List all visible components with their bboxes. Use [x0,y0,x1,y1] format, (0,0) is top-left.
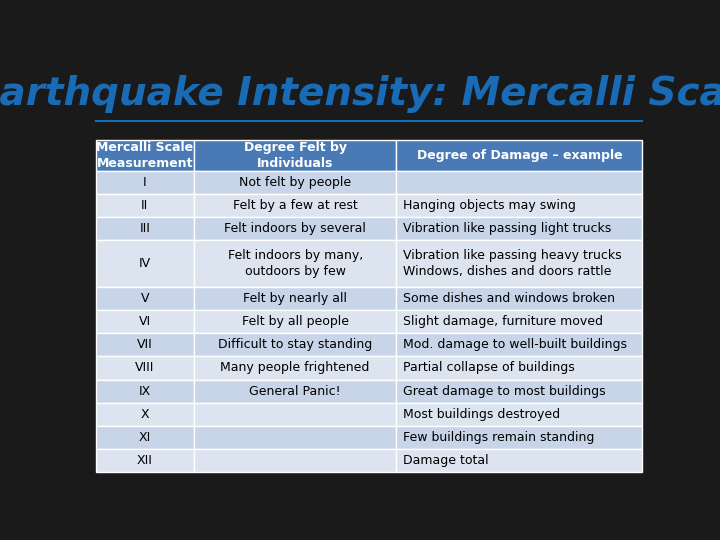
Bar [96,449,194,472]
Text: Earthquake Intensity: Mercalli Scale: Earthquake Intensity: Mercalli Scale [0,75,720,113]
Text: Most buildings destroyed: Most buildings destroyed [403,408,560,421]
Text: Vibration like passing heavy trucks
Windows, dishes and doors rattle: Vibration like passing heavy trucks Wind… [403,249,621,278]
Text: Difficult to stay standing: Difficult to stay standing [218,338,372,351]
Bar [396,171,642,194]
Text: Many people frightened: Many people frightened [220,361,370,374]
Bar [194,356,396,380]
Text: III: III [140,222,150,235]
Text: V: V [140,292,149,305]
Bar [194,287,396,310]
Bar [96,403,194,426]
Text: Felt by nearly all: Felt by nearly all [243,292,347,305]
Text: Partial collapse of buildings: Partial collapse of buildings [403,361,575,374]
Bar [96,356,194,380]
Text: Felt indoors by many,
outdoors by few: Felt indoors by many, outdoors by few [228,249,363,278]
Bar [96,287,194,310]
Text: General Panic!: General Panic! [249,384,341,397]
Text: Vibration like passing light trucks: Vibration like passing light trucks [403,222,611,235]
Bar [396,240,642,287]
Bar [96,240,194,287]
Text: I: I [143,176,147,189]
Text: Mod. damage to well-built buildings: Mod. damage to well-built buildings [403,338,627,351]
Bar [194,310,396,333]
Text: Degree of Damage – example: Degree of Damage – example [417,148,622,162]
Text: XII: XII [137,454,153,467]
Text: IX: IX [139,384,151,397]
Text: Slight damage, furniture moved: Slight damage, furniture moved [403,315,603,328]
Text: XI: XI [139,431,151,444]
Bar [194,403,396,426]
Text: VI: VI [139,315,151,328]
Text: Felt by all people: Felt by all people [242,315,348,328]
Text: Some dishes and windows broken: Some dishes and windows broken [403,292,615,305]
Bar [96,217,194,240]
Bar [396,356,642,380]
Bar [96,310,194,333]
Text: Few buildings remain standing: Few buildings remain standing [403,431,595,444]
Bar [396,287,642,310]
Text: X: X [140,408,149,421]
Bar [396,380,642,403]
Text: Degree Felt by
Individuals: Degree Felt by Individuals [243,141,346,170]
Bar [194,449,396,472]
Bar [96,140,194,171]
Bar [396,217,642,240]
Bar [96,171,194,194]
Bar [194,194,396,217]
Text: VII: VII [137,338,153,351]
Bar [396,194,642,217]
Bar [96,426,194,449]
Text: VIII: VIII [135,361,155,374]
Bar [194,380,396,403]
Text: Felt by a few at rest: Felt by a few at rest [233,199,358,212]
Bar [396,333,642,356]
Text: Not felt by people: Not felt by people [239,176,351,189]
Text: Felt indoors by several: Felt indoors by several [224,222,366,235]
Bar [194,333,396,356]
Text: Great damage to most buildings: Great damage to most buildings [403,384,606,397]
Bar [96,333,194,356]
Bar [194,217,396,240]
Bar [396,426,642,449]
Bar [396,449,642,472]
Text: Damage total: Damage total [403,454,489,467]
Text: IV: IV [139,257,151,270]
Bar [194,426,396,449]
Bar [96,194,194,217]
Bar [194,240,396,287]
Bar [96,380,194,403]
Bar [396,403,642,426]
Text: Mercalli Scale
Measurement: Mercalli Scale Measurement [96,141,194,170]
Bar [194,171,396,194]
Bar [396,140,642,171]
Text: II: II [141,199,148,212]
Bar [396,310,642,333]
Text: Hanging objects may swing: Hanging objects may swing [403,199,576,212]
Bar [194,140,396,171]
